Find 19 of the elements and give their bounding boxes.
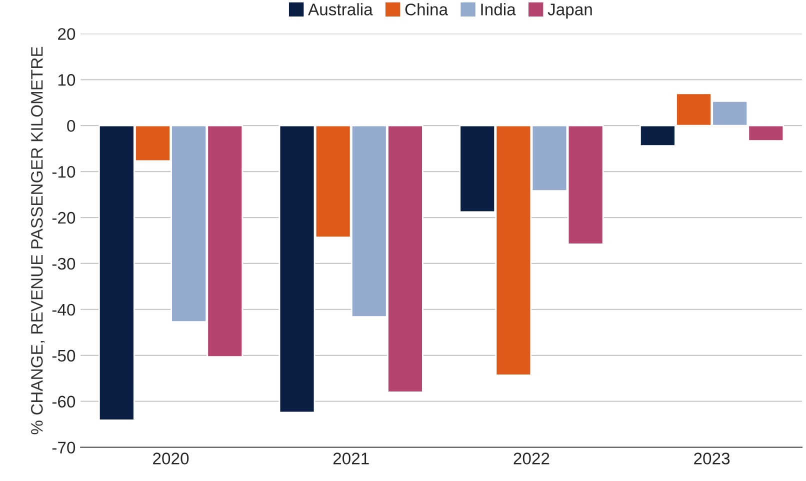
x-tick-label: 2022 (514, 452, 550, 464)
legend-label: Australia (308, 3, 373, 16)
legend-label: China (405, 3, 448, 16)
y-axis-title: % CHANGE, REVENUE PASSENGER KILOMETRE (31, 46, 45, 434)
y-tick-label: -60 (52, 396, 76, 408)
x-tick-label: 2023 (694, 452, 730, 464)
y-tick-label: -40 (52, 304, 76, 316)
y-tick-label: 0 (67, 120, 76, 132)
y-tick-label: -20 (52, 212, 76, 224)
y-tick-label: 20 (58, 28, 76, 40)
y-tick-label: -10 (52, 166, 76, 178)
y-tick-label: -30 (52, 258, 76, 270)
y-tick-label: -50 (52, 350, 76, 362)
legend-label: Japan (548, 4, 592, 19)
x-tick-label: 2021 (333, 452, 369, 464)
x-tick-label: 2020 (153, 452, 189, 464)
legend-label: India (481, 3, 516, 16)
y-tick-label: -70 (52, 442, 76, 454)
y-tick-label: 10 (58, 74, 76, 86)
